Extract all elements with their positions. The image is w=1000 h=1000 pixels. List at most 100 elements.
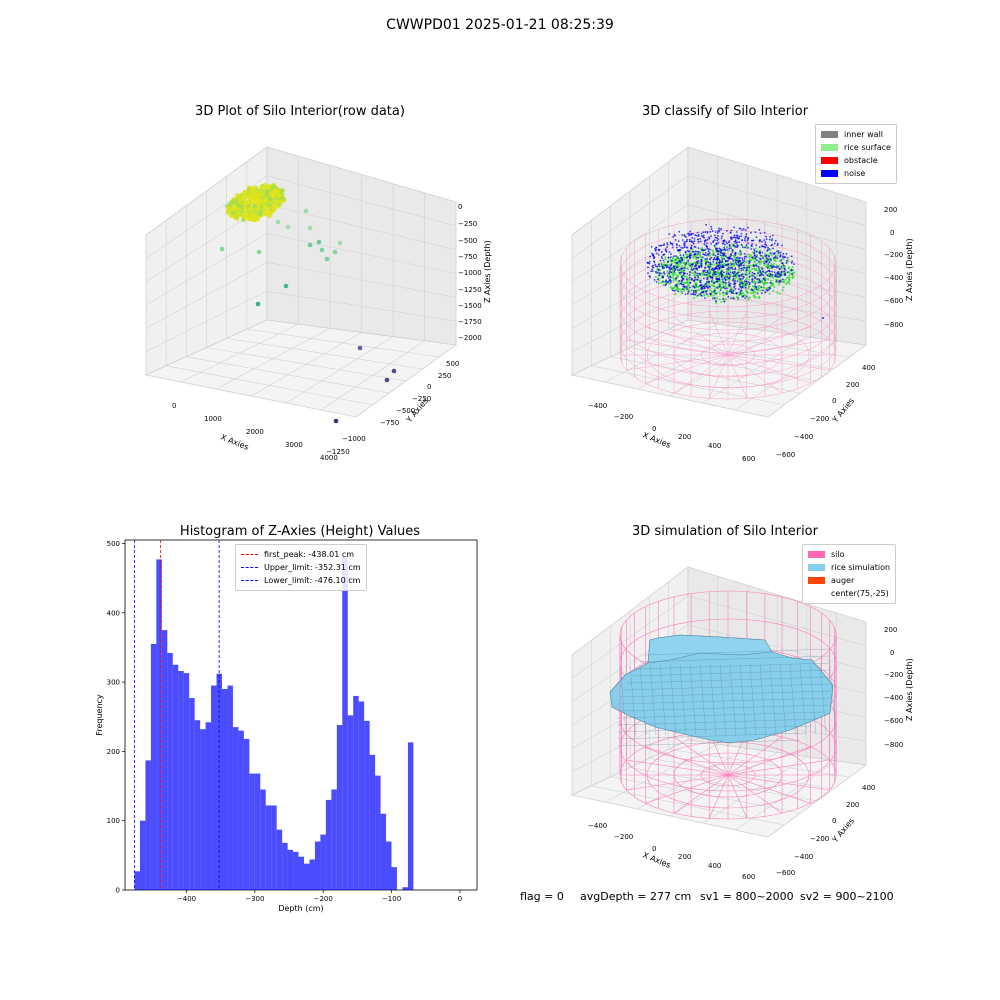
data-point: [706, 278, 708, 281]
data-point: [747, 242, 750, 245]
data-point: [691, 271, 694, 274]
data-point: [740, 235, 742, 237]
data-point: [708, 254, 711, 257]
data-point: [713, 257, 716, 259]
data-point: [680, 288, 683, 291]
data-point: [661, 265, 664, 268]
data-point: [750, 288, 753, 291]
histogram-bar: [194, 720, 201, 890]
data-point: [708, 268, 711, 271]
data-point: [779, 260, 782, 263]
data-point: [779, 278, 782, 281]
data-point: [729, 232, 732, 234]
surface-mesh-line: [635, 662, 831, 670]
data-point: [753, 273, 756, 275]
data-point: [744, 238, 746, 240]
data-point: [670, 253, 672, 256]
data-point: [681, 288, 684, 290]
data-point: [684, 235, 686, 238]
raw-ztick: −1000: [458, 269, 482, 277]
data-point: [675, 284, 678, 286]
data-point: [319, 247, 325, 253]
histogram-bar: [342, 557, 348, 890]
data-point: [721, 283, 724, 286]
sv2-text: sv2 = 900~2100: [800, 890, 894, 903]
flag-text: flag = 0: [520, 890, 564, 903]
data-point: [731, 272, 734, 274]
data-point: [728, 277, 730, 280]
simulation-ytick: −400: [794, 853, 813, 861]
data-point: [715, 263, 718, 266]
data-point: [752, 275, 754, 277]
data-point: [698, 252, 701, 255]
data-point: [676, 275, 679, 278]
data-point: [744, 246, 746, 249]
data-point: [233, 200, 239, 206]
y-tick-label: 500: [107, 540, 120, 548]
classify-xtick: −400: [588, 402, 607, 410]
data-point: [724, 282, 727, 284]
data-point: [675, 257, 678, 260]
histogram-bar: [265, 805, 272, 890]
data-point: [769, 273, 772, 276]
data-point: [773, 271, 776, 274]
data-point: [693, 275, 696, 278]
data-point: [738, 235, 741, 238]
data-point: [757, 272, 759, 275]
data-point: [696, 231, 699, 234]
data-point: [748, 266, 751, 268]
data-point: [652, 254, 655, 257]
data-point: [705, 282, 708, 285]
data-point: [695, 263, 697, 266]
data-point: [693, 261, 696, 264]
data-point: [760, 273, 763, 275]
data-point: [788, 274, 791, 277]
data-point: [714, 254, 717, 257]
classify-point-cloud: [646, 224, 824, 319]
data-point: [275, 219, 281, 225]
silo-floor-ring: [700, 343, 756, 367]
data-point: [651, 268, 653, 271]
data-point: [716, 277, 718, 280]
data-point: [243, 211, 249, 217]
classify-legend: inner wall rice surface obstacle noise: [815, 124, 897, 184]
data-point: [713, 272, 715, 275]
data-point: [779, 255, 781, 258]
data-point: [771, 270, 773, 273]
histogram-bar: [139, 820, 146, 890]
data-point: [689, 271, 691, 274]
data-point: [316, 239, 322, 245]
data-point: [741, 295, 744, 298]
data-point: [693, 240, 696, 243]
data-point: [762, 245, 765, 248]
data-point: [690, 244, 693, 247]
data-point: [668, 267, 670, 269]
data-point: [769, 287, 772, 290]
data-point: [666, 242, 668, 244]
histogram-bar: [205, 722, 212, 890]
data-point: [667, 260, 669, 263]
data-point: [696, 261, 699, 264]
data-point: [660, 251, 663, 254]
raw-ztick: −1750: [458, 318, 482, 326]
data-point: [714, 231, 717, 233]
data-point: [674, 293, 677, 296]
data-point: [687, 290, 690, 293]
data-point: [791, 273, 793, 275]
data-point: [246, 189, 252, 195]
data-point: [677, 264, 680, 267]
data-point: [741, 257, 744, 260]
data-point: [761, 240, 763, 243]
histogram-xlabel: Depth (cm): [278, 904, 323, 913]
data-point: [707, 253, 709, 256]
data-point: [754, 256, 757, 258]
data-point: [772, 289, 775, 292]
data-point: [688, 278, 691, 281]
data-point: [747, 260, 750, 263]
data-point: [705, 244, 708, 247]
swatch-white: [808, 590, 825, 597]
data-point: [696, 272, 698, 275]
data-point: [702, 248, 704, 251]
data-point: [707, 261, 710, 263]
data-point: [720, 237, 723, 240]
